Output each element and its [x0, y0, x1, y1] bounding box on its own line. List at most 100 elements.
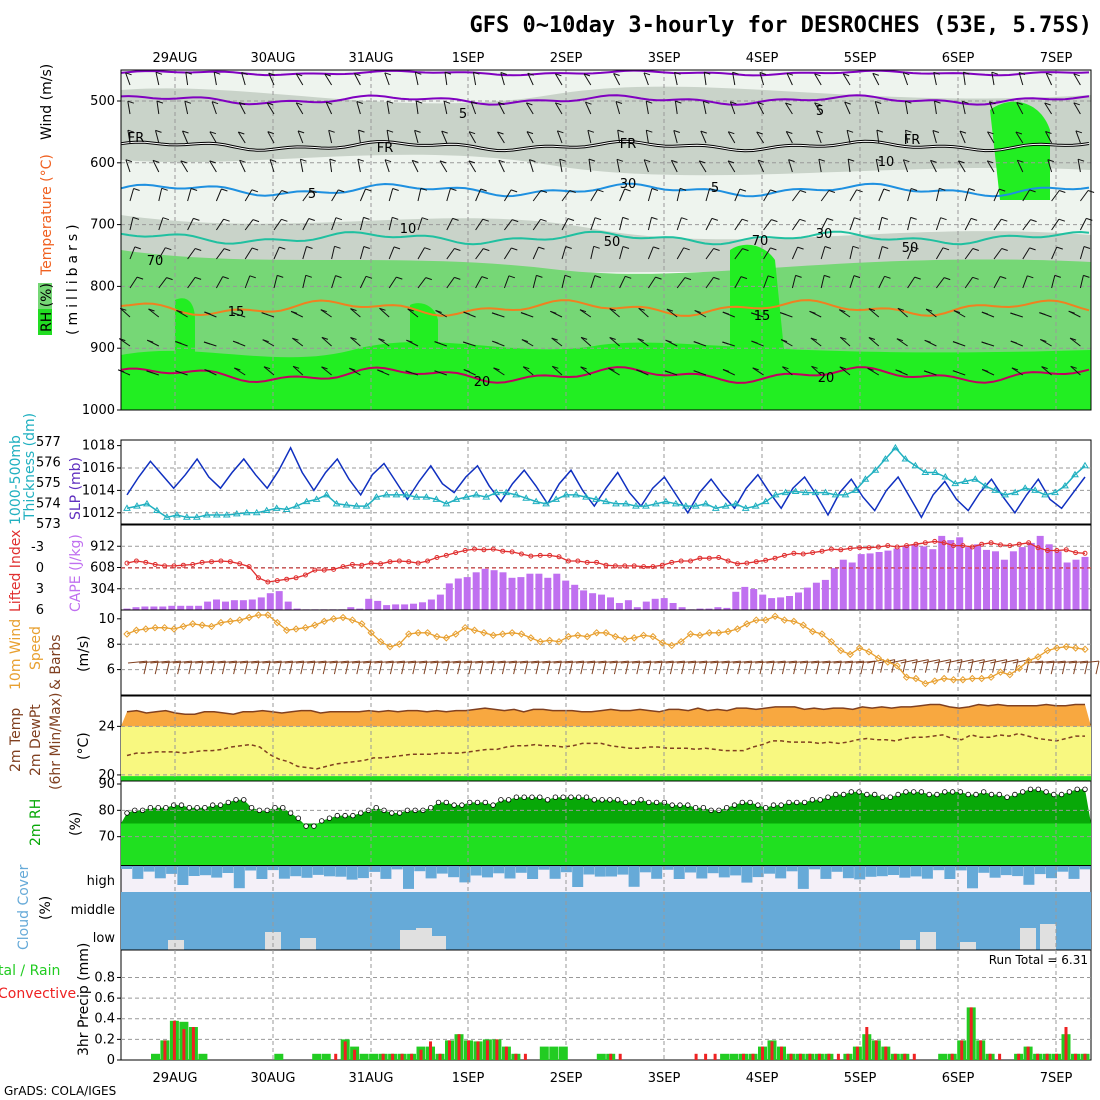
wind-barbs-10m	[127, 659, 1100, 675]
wind-speed-point	[489, 631, 498, 640]
tick-label: 0	[107, 1053, 115, 1068]
lifted-index-point	[359, 562, 365, 568]
precip-convective-bar	[808, 1053, 812, 1060]
wind-barb	[468, 131, 477, 144]
rh2m-point	[373, 805, 379, 811]
contour-label: 50	[902, 241, 919, 256]
wind-barb-flag	[580, 366, 587, 370]
thickness-point	[123, 504, 131, 511]
wind-barb	[273, 219, 282, 231]
wind-barb	[874, 101, 880, 115]
wind-barb	[619, 276, 626, 289]
wind-barb-flag	[203, 341, 211, 345]
rh2m-point	[778, 802, 784, 808]
rh2m-point	[1043, 789, 1049, 795]
thickness-point	[841, 490, 850, 498]
wind-barb-flag	[127, 100, 134, 104]
wind-barb-10m-flag	[748, 660, 753, 675]
lifted-index-point	[1054, 548, 1060, 553]
wind-barb-10m-flag	[221, 660, 226, 675]
wind-barb	[1016, 102, 1024, 115]
wind-barb-10m	[598, 660, 618, 664]
rh2m-point	[435, 799, 442, 806]
wind-barb-flag	[585, 101, 592, 105]
wind-barb	[388, 246, 395, 260]
cloud-high-bar	[651, 866, 663, 879]
cape-bar	[642, 601, 650, 610]
wind-barb	[187, 188, 192, 202]
wind-barb-flag	[335, 217, 343, 221]
precip-legend-convective: Convective	[0, 986, 76, 1002]
cloud-high-bar	[606, 866, 617, 877]
wind-barb-flag	[932, 130, 940, 133]
wind-barb	[297, 130, 304, 144]
rh2m-point	[1020, 789, 1026, 795]
precip-total-bar	[274, 1053, 284, 1060]
wind-speed-point	[931, 677, 939, 685]
contour-wind-top	[120, 69, 1090, 77]
lifted-index-point	[453, 550, 459, 556]
wind-barb-flag	[132, 216, 140, 220]
date-label-bottom: 5SEP	[844, 1071, 877, 1086]
wind-barb	[125, 72, 131, 86]
rh2m-point	[342, 812, 348, 819]
precip-convective-bar	[191, 1027, 195, 1060]
wind-barb	[215, 188, 222, 202]
cape-bar	[356, 608, 364, 610]
wind-barb-10m-flag	[669, 660, 674, 675]
wind-barb	[472, 72, 477, 86]
wind-barb-flag	[193, 217, 200, 221]
wind-barb-flag	[727, 160, 735, 164]
wind-speed-point	[921, 679, 930, 688]
wind-barb-flag	[876, 129, 884, 133]
contour-temp-15	[120, 299, 1090, 317]
wind-barb-10m	[396, 660, 416, 664]
wind-barb	[935, 247, 944, 260]
wind-speed-point	[527, 634, 535, 642]
wind-barb	[475, 188, 482, 202]
wind-barb-10m-flag	[692, 660, 697, 675]
wind-barb	[590, 246, 595, 260]
wind-barb-flag	[292, 337, 299, 341]
wind-barb	[417, 217, 423, 231]
wind-barb-flag	[827, 217, 834, 221]
cape-bar	[186, 605, 194, 610]
wind-speed-point	[508, 629, 516, 637]
wind-barb	[617, 130, 621, 144]
precip-convective-bar	[485, 1040, 489, 1060]
wind-barb	[904, 101, 909, 115]
wind-barb-flag	[876, 158, 883, 162]
lifted-index-point	[734, 561, 740, 567]
lifted-index-point	[528, 553, 534, 559]
rh2m-point	[934, 791, 940, 798]
cloud-high-bar	[448, 866, 460, 878]
wind-barb-flag	[392, 216, 399, 220]
wind-barb-flag	[739, 188, 747, 192]
cape-bar	[884, 550, 892, 610]
wind-barb	[902, 159, 909, 173]
rh2m-point	[303, 823, 309, 829]
wind-speed-point	[545, 636, 554, 645]
wind-barb-10m	[1035, 660, 1055, 664]
wind-barb-flag	[421, 217, 429, 221]
wind-barb-flag	[223, 218, 230, 222]
cape-bar	[803, 587, 811, 610]
wind-speed-point	[1015, 664, 1023, 673]
wind-speed-point	[874, 654, 883, 662]
wind-barb-flag	[1027, 275, 1034, 279]
cape-bar	[481, 568, 489, 610]
contour-label: 30	[816, 227, 833, 242]
contour-label: FR	[128, 131, 145, 146]
lifted-index-point	[875, 544, 881, 550]
wind-barb	[357, 159, 361, 173]
lifted-index-point	[387, 559, 393, 565]
wind-speed-point	[902, 673, 911, 681]
lifted-index-point	[772, 555, 778, 561]
wind-barb-flag	[363, 246, 370, 249]
rh2m-point	[241, 797, 247, 803]
rh2m-point	[903, 789, 909, 795]
wind-barb-flag	[386, 129, 394, 133]
wind-barb	[1045, 131, 1053, 144]
